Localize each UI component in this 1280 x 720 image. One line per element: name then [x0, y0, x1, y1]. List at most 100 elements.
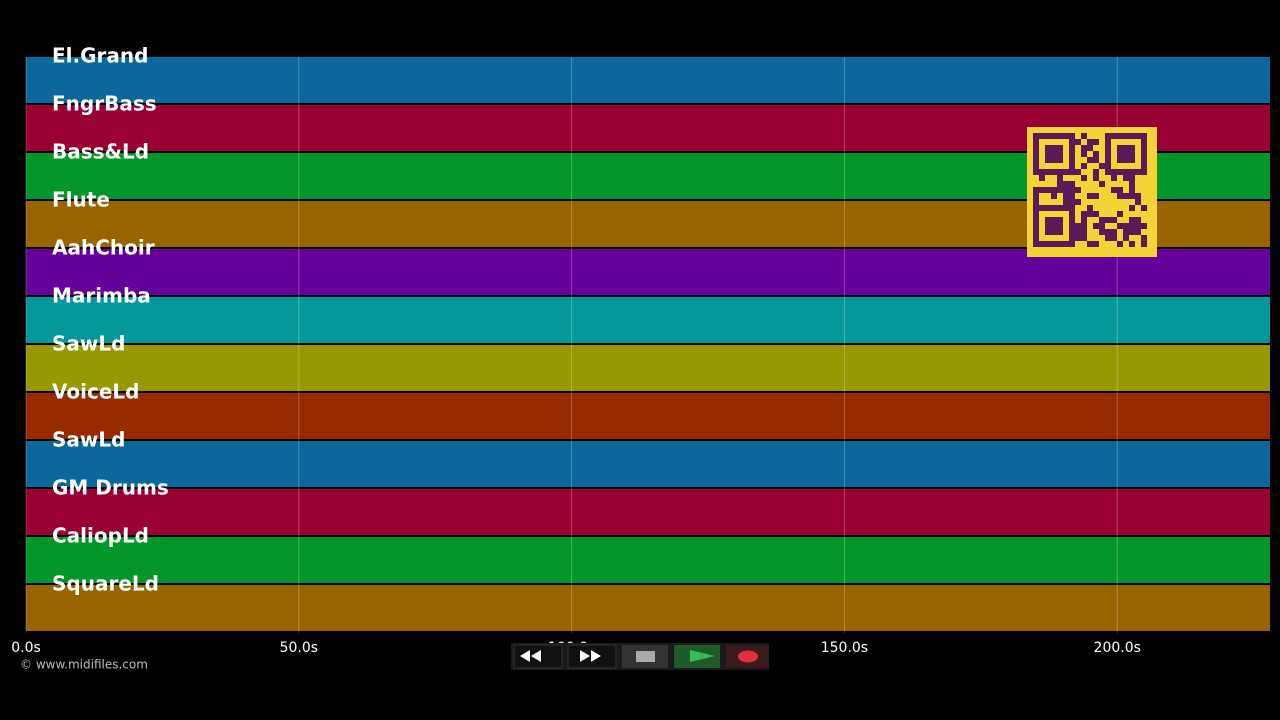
qr-module — [1141, 163, 1147, 169]
qr-module — [1135, 229, 1141, 235]
qr-module — [1105, 163, 1111, 169]
track-name: Marimba — [52, 284, 151, 308]
qr-module — [1045, 187, 1051, 193]
forward-button[interactable] — [567, 644, 617, 669]
track-labels: El.Grand FngrBass Bass&Ld Flute AahChoir Mari… — [52, 44, 169, 596]
qr-module — [1033, 235, 1039, 241]
qr-module — [1123, 145, 1129, 151]
qr-module — [1129, 217, 1135, 223]
qr-module — [1033, 199, 1039, 205]
qr-module — [1117, 157, 1123, 163]
qr-module — [1051, 151, 1057, 157]
qr-module — [1111, 235, 1117, 241]
stop-button[interactable] — [622, 645, 668, 668]
qr-module — [1069, 133, 1075, 139]
qr-module — [1069, 241, 1075, 247]
qr-module — [1033, 169, 1039, 175]
qr-module — [1051, 217, 1057, 223]
qr-module — [1033, 211, 1039, 217]
track-band — [26, 297, 1270, 343]
play-button[interactable] — [674, 645, 720, 668]
qr-module — [1063, 205, 1069, 211]
qr-module — [1141, 241, 1147, 247]
qr-module — [1051, 145, 1057, 151]
qr-module — [1069, 229, 1075, 235]
qr-module — [1111, 133, 1117, 139]
qr-module — [1045, 145, 1051, 151]
qr-module — [1099, 217, 1105, 223]
qr-module — [1093, 175, 1099, 181]
qr-module — [1141, 151, 1147, 157]
qr-module — [1141, 235, 1147, 241]
qr-module — [1105, 139, 1111, 145]
qr-module — [1099, 229, 1105, 235]
qr-module — [1057, 241, 1063, 247]
qr-module — [1111, 187, 1117, 193]
qr-module — [1045, 133, 1051, 139]
qr-module — [1051, 169, 1057, 175]
qr-module — [1081, 223, 1087, 229]
qr-module — [1033, 187, 1039, 193]
qr-module — [1117, 211, 1123, 217]
qr-module — [1099, 223, 1105, 229]
qr-module — [1129, 175, 1135, 181]
track-band — [26, 441, 1270, 487]
qr-module — [1081, 145, 1087, 151]
qr-module — [1057, 217, 1063, 223]
qr-module — [1051, 187, 1057, 193]
rewind-button[interactable] — [513, 644, 563, 669]
qr-module — [1033, 217, 1039, 223]
qr-module — [1063, 193, 1069, 199]
qr-module — [1075, 199, 1081, 205]
qr-module — [1129, 169, 1135, 175]
qr-module — [1141, 139, 1147, 145]
qr-module — [1123, 235, 1129, 241]
qr-module — [1081, 217, 1087, 223]
track-name: VoiceLd — [52, 380, 139, 404]
qr-module — [1051, 241, 1057, 247]
qr-module — [1117, 193, 1123, 199]
record-button[interactable] — [726, 645, 769, 668]
qr-module — [1033, 151, 1039, 157]
qr-module — [1051, 205, 1057, 211]
track-name: SawLd — [52, 332, 125, 356]
qr-module — [1081, 163, 1087, 169]
qr-module — [1033, 229, 1039, 235]
track-name: SquareLd — [52, 572, 159, 596]
qr-module — [1129, 157, 1135, 163]
qr-module — [1075, 229, 1081, 235]
qr-module — [1123, 133, 1129, 139]
qr-code — [1027, 127, 1157, 257]
qr-module — [1057, 223, 1063, 229]
qr-module — [1087, 139, 1093, 145]
qr-module — [1093, 169, 1099, 175]
qr-module — [1129, 193, 1135, 199]
qr-module — [1069, 151, 1075, 157]
qr-module — [1105, 229, 1111, 235]
qr-module — [1123, 169, 1129, 175]
qr-module — [1135, 193, 1141, 199]
qr-module — [1057, 151, 1063, 157]
qr-module — [1045, 169, 1051, 175]
qr-module — [1117, 169, 1123, 175]
qr-module — [1093, 223, 1099, 229]
qr-module — [1057, 157, 1063, 163]
time-tick-label: 50.0s — [280, 640, 318, 656]
qr-module — [1039, 169, 1045, 175]
qr-module — [1063, 187, 1069, 193]
qr-module — [1039, 241, 1045, 247]
qr-module — [1105, 157, 1111, 163]
qr-module — [1099, 163, 1105, 169]
qr-module — [1051, 193, 1057, 199]
qr-module — [1045, 157, 1051, 163]
qr-module — [1069, 181, 1075, 187]
qr-module — [1129, 241, 1135, 247]
qr-module — [1075, 139, 1081, 145]
qr-module — [1117, 241, 1123, 247]
qr-module — [1045, 205, 1051, 211]
qr-module — [1129, 205, 1135, 211]
qr-module — [1051, 157, 1057, 163]
qr-module — [1141, 169, 1147, 175]
qr-module — [1081, 211, 1087, 217]
qr-module — [1045, 217, 1051, 223]
